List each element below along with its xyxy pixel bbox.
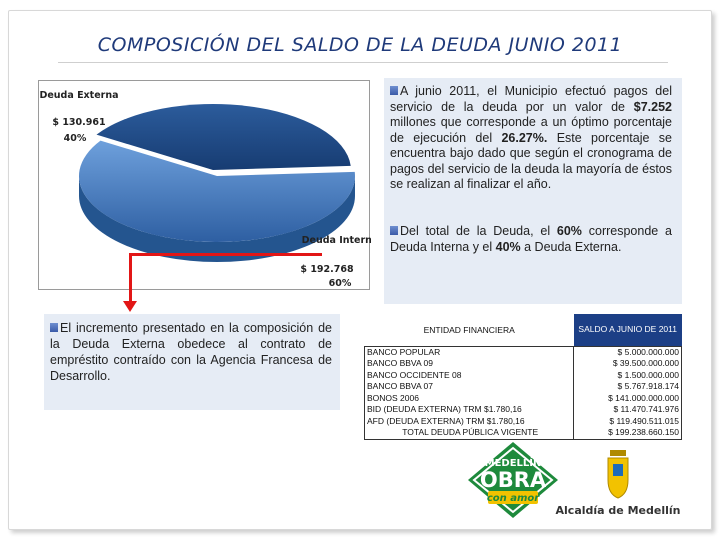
p2-text-b: corresponde a Deuda Interna y el [390, 224, 672, 254]
entity-name-cell: BID (DEUDA EXTERNA) TRM $1.780,16 [363, 404, 575, 416]
p1-amount: $7.252 [633, 99, 672, 114]
balance-cell: $ 119.490.511.015 [573, 415, 682, 427]
p1-text-a: A junio 2011, el Municipio efectuó pagos… [390, 84, 672, 114]
table-row: AFD (DEUDA EXTERNA) TRM $1.780,16 $ 119.4… [363, 415, 682, 427]
balance-cell: $ 5.000.000.000 [573, 346, 682, 358]
balance-cell: $ 39.500.000.000 [573, 358, 682, 370]
arrow-line-horizontal [129, 253, 322, 256]
logo-slogan-top: OBRA [480, 468, 547, 492]
table-total-row: TOTAL DEUDA PÚBLICA VIGENTE $ 199.238.660… [363, 427, 682, 440]
p2-percent-externa: 40% [495, 239, 521, 254]
entity-name-cell: BONOS 2006 [363, 392, 575, 404]
p2-percent-interna: 60% [556, 224, 582, 238]
slide-title: COMPOSICIÓN DEL SALDO DE LA DEUDA JUNIO … [97, 34, 623, 56]
table-row: BANCO BBVA 09 $ 39.500.000.000 [363, 358, 682, 370]
table-row: BANCO OCCIDENTE 08 $ 1.500.000.000 [363, 369, 682, 381]
table-row: BID (DEUDA EXTERNA) TRM $1.780,16 $ 11.47… [363, 404, 682, 416]
paragraph-payments: A junio 2011, el Municipio efectuó pagos… [390, 84, 672, 193]
header-balance: SALDO A JUNIO DE 2011 [573, 314, 682, 347]
table-row: BANCO POPULAR $ 5.000.000.000 [363, 346, 682, 358]
p1-text-c: Este porcentaje se encuentra bajo dado q… [390, 130, 672, 192]
title-divider [58, 62, 668, 63]
p1-percent: 26.27%. [501, 130, 548, 145]
entity-name-cell: BANCO BBVA 07 [363, 381, 575, 393]
arrow-head [123, 301, 137, 312]
note-body: El incremento presentado en la composici… [50, 321, 332, 383]
p1-text-b: millones que corresponde a un óptimo por… [390, 115, 672, 145]
entity-name-cell: BANCO POPULAR [363, 346, 575, 358]
slide-frame [8, 10, 712, 530]
p2-text-a: Del total de la Deuda, el [400, 224, 557, 238]
explanation-panel: A junio 2011, el Municipio efectuó pagos… [384, 78, 682, 304]
logo-svg: MEDELLÍN OBRA con amor Alcaldía de Medel… [468, 442, 681, 518]
balance-cell: $ 5.767.918.174 [573, 381, 682, 393]
pie-label-externa-value: $ 130.961 [52, 117, 105, 128]
pie-label-externa-percent: 40% [64, 133, 87, 144]
logo-slogan-band [488, 491, 538, 504]
pie-chart: Deuda Externa $ 130.961 40% Deuda Intern… [38, 80, 371, 290]
logo-city-text: MEDELLÍN [485, 456, 542, 469]
arrow-line-vertical [129, 253, 132, 303]
entity-name-cell: AFD (DEUDA EXTERNA) TRM $1.780,16 [363, 415, 575, 427]
pie-label-interna-name: Deuda Interna [302, 235, 371, 246]
balance-cell: $ 141.000.000.000 [573, 392, 682, 404]
bullet-icon [390, 226, 398, 235]
pie-chart-svg: Deuda Externa $ 130.961 40% Deuda Intern… [39, 90, 371, 289]
entity-name-cell: TOTAL DEUDA PÚBLICA VIGENTE [363, 427, 575, 440]
pie-label-interna-value: $ 192.768 [300, 264, 354, 275]
table-row: BONOS 2006 $ 141.000.000.000 [363, 392, 682, 404]
logo-diamond-border [472, 446, 554, 514]
alcaldia-logo: MEDELLÍN OBRA con amor Alcaldía de Medel… [458, 440, 684, 522]
logo-entity-text: Alcaldía de Medellín [556, 504, 681, 517]
table-row: BANCO BBVA 07 $ 5.767.918.174 [363, 381, 682, 393]
note-panel: El incremento presentado en la composici… [44, 314, 340, 410]
pie-label-interna-percent: 60% [329, 278, 352, 289]
bullet-icon [50, 323, 58, 332]
debt-table: ENTIDAD FINANCIERA SALDO A JUNIO DE 2011… [363, 314, 682, 455]
entity-name-cell: BANCO BBVA 09 [363, 358, 575, 370]
pie-slice-externa [96, 104, 351, 170]
coat-of-arms-icon [607, 450, 629, 499]
balance-cell: $ 11.470.741.976 [573, 404, 682, 416]
note-text: El incremento presentado en la composici… [50, 320, 332, 384]
pie-side-wall [79, 176, 355, 262]
pie-label-externa-name: Deuda Externa [39, 90, 118, 101]
header-entity: ENTIDAD FINANCIERA [364, 314, 574, 347]
balance-cell: $ 1.500.000.000 [573, 369, 682, 381]
p2-text-c: a Deuda Externa. [520, 239, 622, 254]
paragraph-composition: Del total de la Deuda, el 60% correspond… [390, 224, 672, 255]
logo-slogan-bottom: con amor [487, 493, 540, 504]
bullet-icon [390, 86, 398, 95]
entity-name-cell: BANCO OCCIDENTE 08 [363, 369, 575, 381]
pie-slice-interna [79, 140, 355, 242]
balance-cell: $ 199.238.660.150 [573, 427, 682, 440]
